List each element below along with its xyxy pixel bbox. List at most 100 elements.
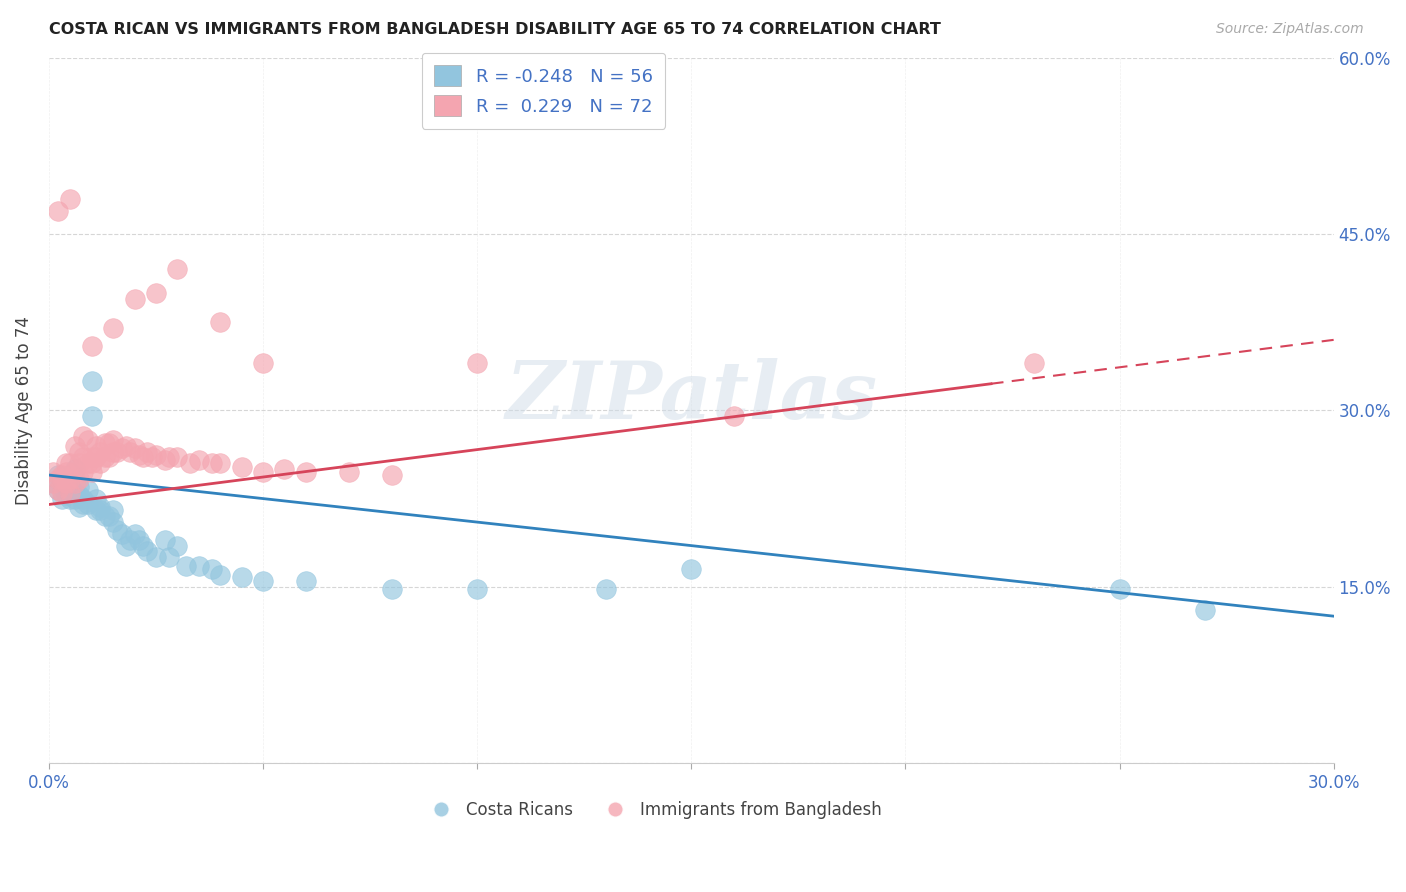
- Legend: Costa Ricans, Immigrants from Bangladesh: Costa Ricans, Immigrants from Bangladesh: [418, 794, 889, 825]
- Point: [132, 450, 155, 465]
- Point: [132, 539, 155, 553]
- Point: [252, 574, 274, 588]
- Point: [111, 526, 134, 541]
- Point: [115, 539, 138, 553]
- Text: COSTA RICAN VS IMMIGRANTS FROM BANGLADESH DISABILITY AGE 65 TO 74 CORRELATION CH: COSTA RICAN VS IMMIGRANTS FROM BANGLADES…: [49, 22, 941, 37]
- Point: [42, 465, 65, 479]
- Point: [84, 491, 107, 506]
- Point: [63, 485, 86, 500]
- Point: [89, 444, 111, 458]
- Point: [145, 285, 167, 300]
- Point: [67, 444, 90, 458]
- Point: [46, 483, 69, 498]
- Point: [63, 465, 86, 479]
- Point: [55, 480, 77, 494]
- Point: [67, 500, 90, 514]
- Point: [115, 439, 138, 453]
- Point: [89, 503, 111, 517]
- Point: [72, 429, 94, 443]
- Point: [67, 488, 90, 502]
- Point: [295, 574, 318, 588]
- Point: [89, 500, 111, 514]
- Point: [84, 450, 107, 465]
- Point: [1022, 356, 1045, 370]
- Point: [157, 450, 180, 465]
- Point: [72, 498, 94, 512]
- Point: [63, 462, 86, 476]
- Point: [103, 321, 125, 335]
- Point: [51, 472, 73, 486]
- Point: [201, 562, 224, 576]
- Point: [46, 203, 69, 218]
- Point: [273, 462, 295, 476]
- Point: [80, 409, 103, 424]
- Point: [59, 192, 82, 206]
- Point: [55, 476, 77, 491]
- Point: [63, 439, 86, 453]
- Point: [201, 456, 224, 470]
- Point: [51, 491, 73, 506]
- Point: [63, 491, 86, 506]
- Point: [187, 558, 209, 573]
- Point: [337, 465, 360, 479]
- Point: [681, 562, 703, 576]
- Point: [80, 339, 103, 353]
- Point: [42, 476, 65, 491]
- Point: [174, 558, 197, 573]
- Point: [209, 315, 232, 329]
- Point: [166, 450, 188, 465]
- Point: [187, 452, 209, 467]
- Point: [89, 456, 111, 470]
- Point: [59, 491, 82, 506]
- Point: [55, 465, 77, 479]
- Point: [380, 582, 402, 596]
- Point: [46, 468, 69, 483]
- Point: [124, 526, 146, 541]
- Point: [103, 503, 125, 517]
- Point: [380, 468, 402, 483]
- Point: [128, 533, 150, 547]
- Point: [46, 472, 69, 486]
- Point: [209, 568, 232, 582]
- Point: [72, 491, 94, 506]
- Point: [465, 356, 488, 370]
- Point: [67, 480, 90, 494]
- Point: [76, 433, 98, 447]
- Point: [97, 436, 120, 450]
- Text: Source: ZipAtlas.com: Source: ZipAtlas.com: [1216, 22, 1364, 37]
- Point: [59, 485, 82, 500]
- Point: [55, 488, 77, 502]
- Point: [153, 533, 176, 547]
- Point: [252, 465, 274, 479]
- Y-axis label: Disability Age 65 to 74: Disability Age 65 to 74: [15, 316, 32, 505]
- Point: [252, 356, 274, 370]
- Point: [84, 503, 107, 517]
- Point: [124, 292, 146, 306]
- Point: [120, 444, 142, 458]
- Point: [103, 433, 125, 447]
- Point: [120, 533, 142, 547]
- Point: [145, 550, 167, 565]
- Point: [80, 450, 103, 465]
- Point: [93, 450, 115, 465]
- Point: [179, 456, 201, 470]
- Point: [595, 582, 617, 596]
- Point: [153, 452, 176, 467]
- Point: [145, 448, 167, 462]
- Point: [111, 441, 134, 455]
- Point: [55, 456, 77, 470]
- Point: [231, 459, 253, 474]
- Point: [76, 498, 98, 512]
- Point: [59, 485, 82, 500]
- Point: [93, 436, 115, 450]
- Point: [107, 444, 129, 458]
- Point: [141, 450, 163, 465]
- Point: [166, 262, 188, 277]
- Point: [103, 444, 125, 458]
- Point: [1108, 582, 1130, 596]
- Point: [209, 456, 232, 470]
- Point: [72, 450, 94, 465]
- Point: [59, 476, 82, 491]
- Point: [51, 474, 73, 488]
- Point: [46, 483, 69, 498]
